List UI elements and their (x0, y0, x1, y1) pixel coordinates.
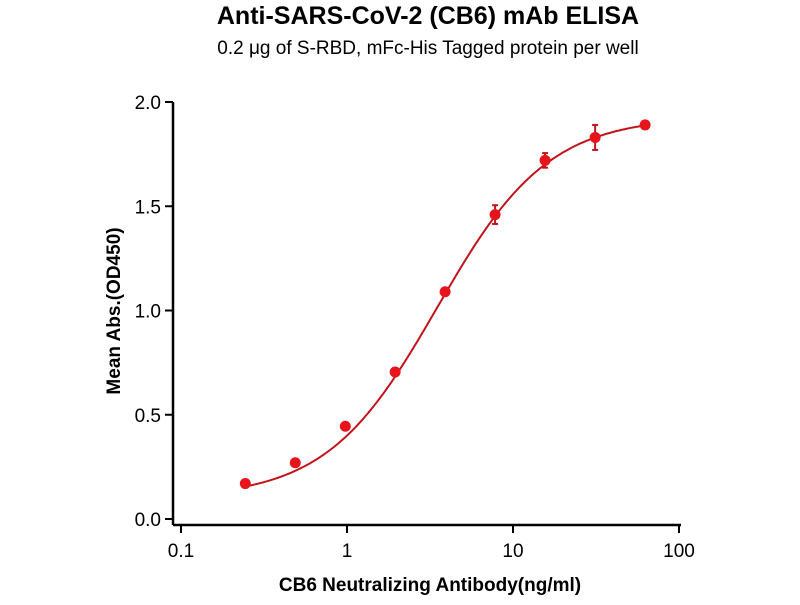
x-tick-label: 10 (502, 541, 523, 562)
y-tick-label: 1.5 (135, 197, 161, 218)
y-tick-label: 0.0 (135, 510, 161, 531)
fit-curve (245, 124, 646, 488)
x-tick-label: 0.1 (168, 541, 194, 562)
data-point (239, 478, 251, 490)
x-tick-label: 100 (663, 541, 695, 562)
data-point (439, 286, 451, 298)
data-point (339, 420, 351, 432)
data-point (389, 366, 401, 378)
y-tick-label: 0.5 (135, 406, 161, 427)
data-point (489, 209, 501, 221)
chart-subtitle: 0.2 μg of S-RBD, mFc-His Tagged protein … (217, 38, 638, 59)
x-tick-label: 1 (342, 541, 353, 562)
chart-title: Anti-SARS-CoV-2 (CB6) mAb ELISA (217, 2, 639, 30)
x-axis-label: CB6 Neutralizing Antibody(ng/ml) (279, 575, 581, 596)
data-point (589, 131, 601, 143)
y-tick-label: 1.0 (135, 302, 161, 323)
data-point (639, 119, 651, 131)
data-point (539, 154, 551, 166)
data-point (289, 457, 301, 469)
y-tick-label: 2.0 (135, 93, 161, 114)
y-axis-label: Mean Abs.(OD450) (104, 227, 125, 394)
